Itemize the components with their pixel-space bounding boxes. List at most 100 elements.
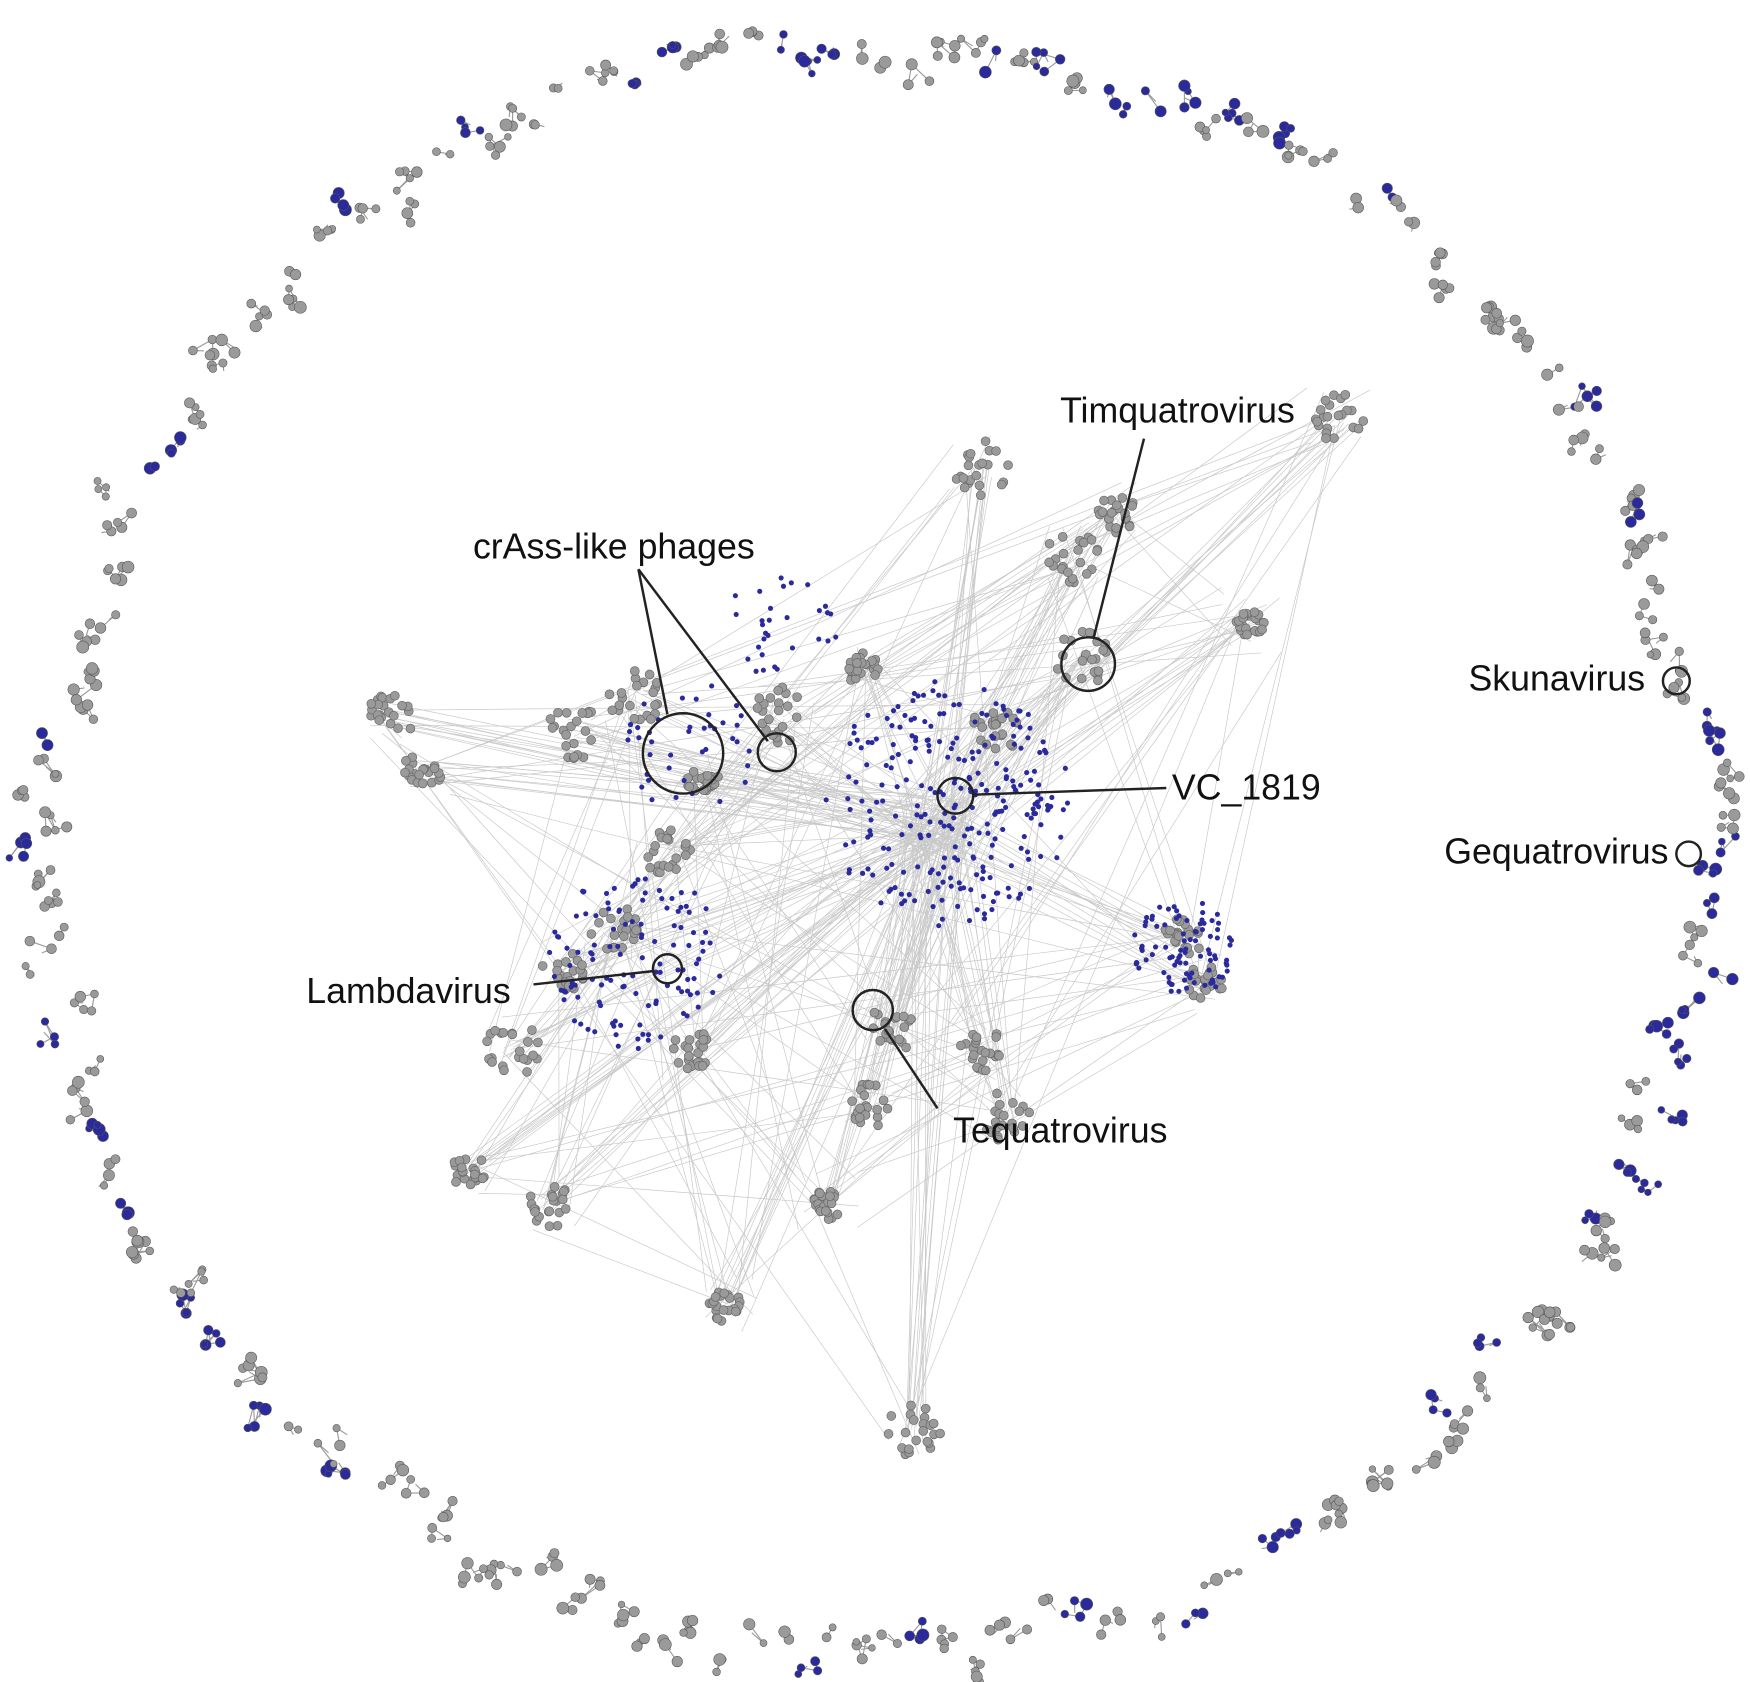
node bbox=[93, 1120, 102, 1129]
node bbox=[1625, 1079, 1635, 1089]
node bbox=[903, 777, 909, 783]
edge bbox=[705, 789, 929, 821]
node bbox=[1492, 1338, 1501, 1347]
node bbox=[1025, 735, 1031, 741]
edge bbox=[994, 652, 1282, 1109]
edge bbox=[540, 805, 965, 1200]
node bbox=[1695, 924, 1708, 938]
node bbox=[1059, 634, 1069, 645]
node bbox=[1199, 926, 1206, 933]
node bbox=[1674, 1057, 1682, 1066]
edge bbox=[917, 478, 983, 828]
node bbox=[590, 956, 596, 962]
node bbox=[889, 723, 895, 729]
node bbox=[1329, 433, 1339, 443]
node bbox=[200, 1340, 208, 1349]
node bbox=[686, 50, 699, 63]
node bbox=[560, 1204, 571, 1214]
node bbox=[603, 890, 610, 896]
edge bbox=[522, 663, 876, 1049]
node bbox=[393, 723, 403, 734]
node bbox=[1541, 368, 1554, 381]
node bbox=[499, 1065, 509, 1076]
node bbox=[954, 735, 960, 741]
node bbox=[1191, 980, 1197, 986]
node bbox=[1200, 910, 1206, 916]
node bbox=[537, 961, 548, 971]
edge bbox=[706, 753, 827, 1213]
node bbox=[991, 446, 1001, 456]
node bbox=[792, 692, 802, 702]
edge bbox=[489, 730, 573, 1053]
node bbox=[1066, 74, 1080, 88]
node bbox=[946, 823, 952, 829]
edge bbox=[729, 815, 945, 1310]
node bbox=[916, 1628, 930, 1642]
node bbox=[1353, 423, 1364, 434]
node bbox=[1163, 944, 1169, 950]
node bbox=[550, 1559, 564, 1572]
edge bbox=[568, 966, 738, 1279]
edge bbox=[382, 721, 890, 1440]
node bbox=[824, 610, 831, 616]
node bbox=[385, 1474, 396, 1485]
node bbox=[858, 745, 864, 751]
edge bbox=[758, 613, 1256, 687]
edge bbox=[736, 728, 796, 1313]
node bbox=[59, 922, 69, 932]
node bbox=[585, 1026, 591, 1032]
node bbox=[684, 1051, 694, 1061]
edge bbox=[475, 896, 638, 1174]
node bbox=[474, 1573, 484, 1583]
node bbox=[879, 782, 885, 788]
node bbox=[886, 1411, 897, 1421]
edge bbox=[921, 507, 1117, 799]
node bbox=[1011, 741, 1017, 747]
node bbox=[673, 1058, 684, 1068]
node bbox=[1595, 444, 1604, 454]
node bbox=[1044, 538, 1055, 549]
node bbox=[598, 76, 608, 86]
node bbox=[1631, 1084, 1643, 1096]
node bbox=[1634, 611, 1644, 621]
node bbox=[482, 1036, 492, 1047]
node bbox=[635, 877, 641, 883]
node bbox=[598, 982, 605, 988]
node bbox=[175, 1299, 185, 1308]
node bbox=[951, 780, 957, 786]
edge bbox=[683, 419, 1367, 1046]
node bbox=[1620, 505, 1631, 516]
node bbox=[1659, 632, 1668, 642]
node bbox=[865, 712, 871, 718]
node bbox=[1075, 557, 1086, 568]
node bbox=[585, 66, 595, 76]
node bbox=[522, 1067, 532, 1077]
node bbox=[174, 431, 187, 444]
node bbox=[855, 1103, 865, 1114]
edge bbox=[1200, 415, 1342, 978]
node bbox=[699, 749, 705, 755]
node bbox=[465, 1179, 476, 1190]
node bbox=[228, 346, 241, 359]
node bbox=[1206, 967, 1212, 973]
node bbox=[753, 668, 759, 674]
node bbox=[1223, 960, 1229, 966]
node bbox=[873, 736, 879, 742]
node bbox=[984, 712, 990, 718]
node bbox=[1702, 899, 1711, 907]
node bbox=[1581, 390, 1594, 402]
node bbox=[856, 52, 869, 65]
node bbox=[1654, 1180, 1662, 1189]
node bbox=[498, 1027, 509, 1038]
node bbox=[991, 1032, 1001, 1042]
node bbox=[970, 854, 976, 860]
node bbox=[888, 765, 894, 771]
node bbox=[1011, 733, 1017, 739]
node bbox=[746, 748, 752, 754]
node bbox=[633, 990, 639, 997]
edge bbox=[873, 658, 1173, 981]
edge bbox=[789, 704, 957, 824]
node bbox=[1022, 1624, 1033, 1635]
node bbox=[759, 622, 766, 628]
